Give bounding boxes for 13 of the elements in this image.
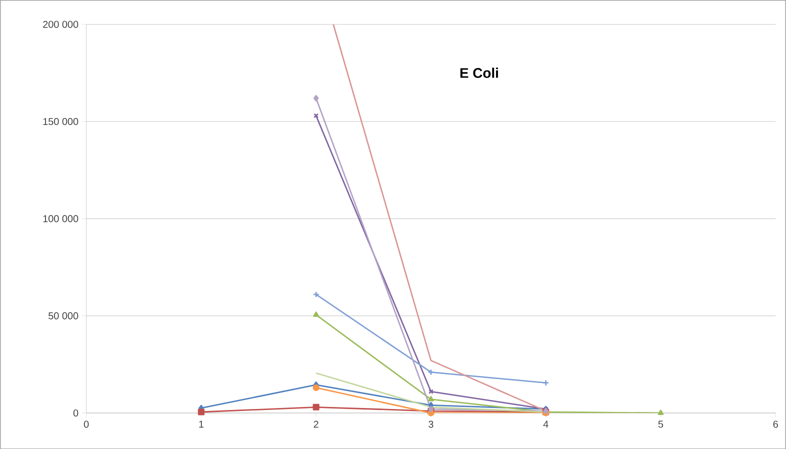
x-tick-label: 2 <box>314 420 318 428</box>
y-tick-label: 100 000 <box>43 214 78 222</box>
x-tick-label: 4 <box>543 420 548 428</box>
x-tick-label: 5 <box>658 420 664 428</box>
text: E Coli <box>460 68 498 78</box>
y-tick-label: 150 000 <box>43 118 78 125</box>
y-tick-label: 0 <box>73 409 78 416</box>
x-tick-label: 0 <box>84 420 89 428</box>
y-tick-label: 50 000 <box>48 312 78 320</box>
x-tick-label: 3 <box>428 420 434 428</box>
x-tick-label: 6 <box>773 420 778 428</box>
y-tick-label: 200 000 <box>43 20 78 28</box>
x-tick-label: 1 <box>199 420 204 428</box>
